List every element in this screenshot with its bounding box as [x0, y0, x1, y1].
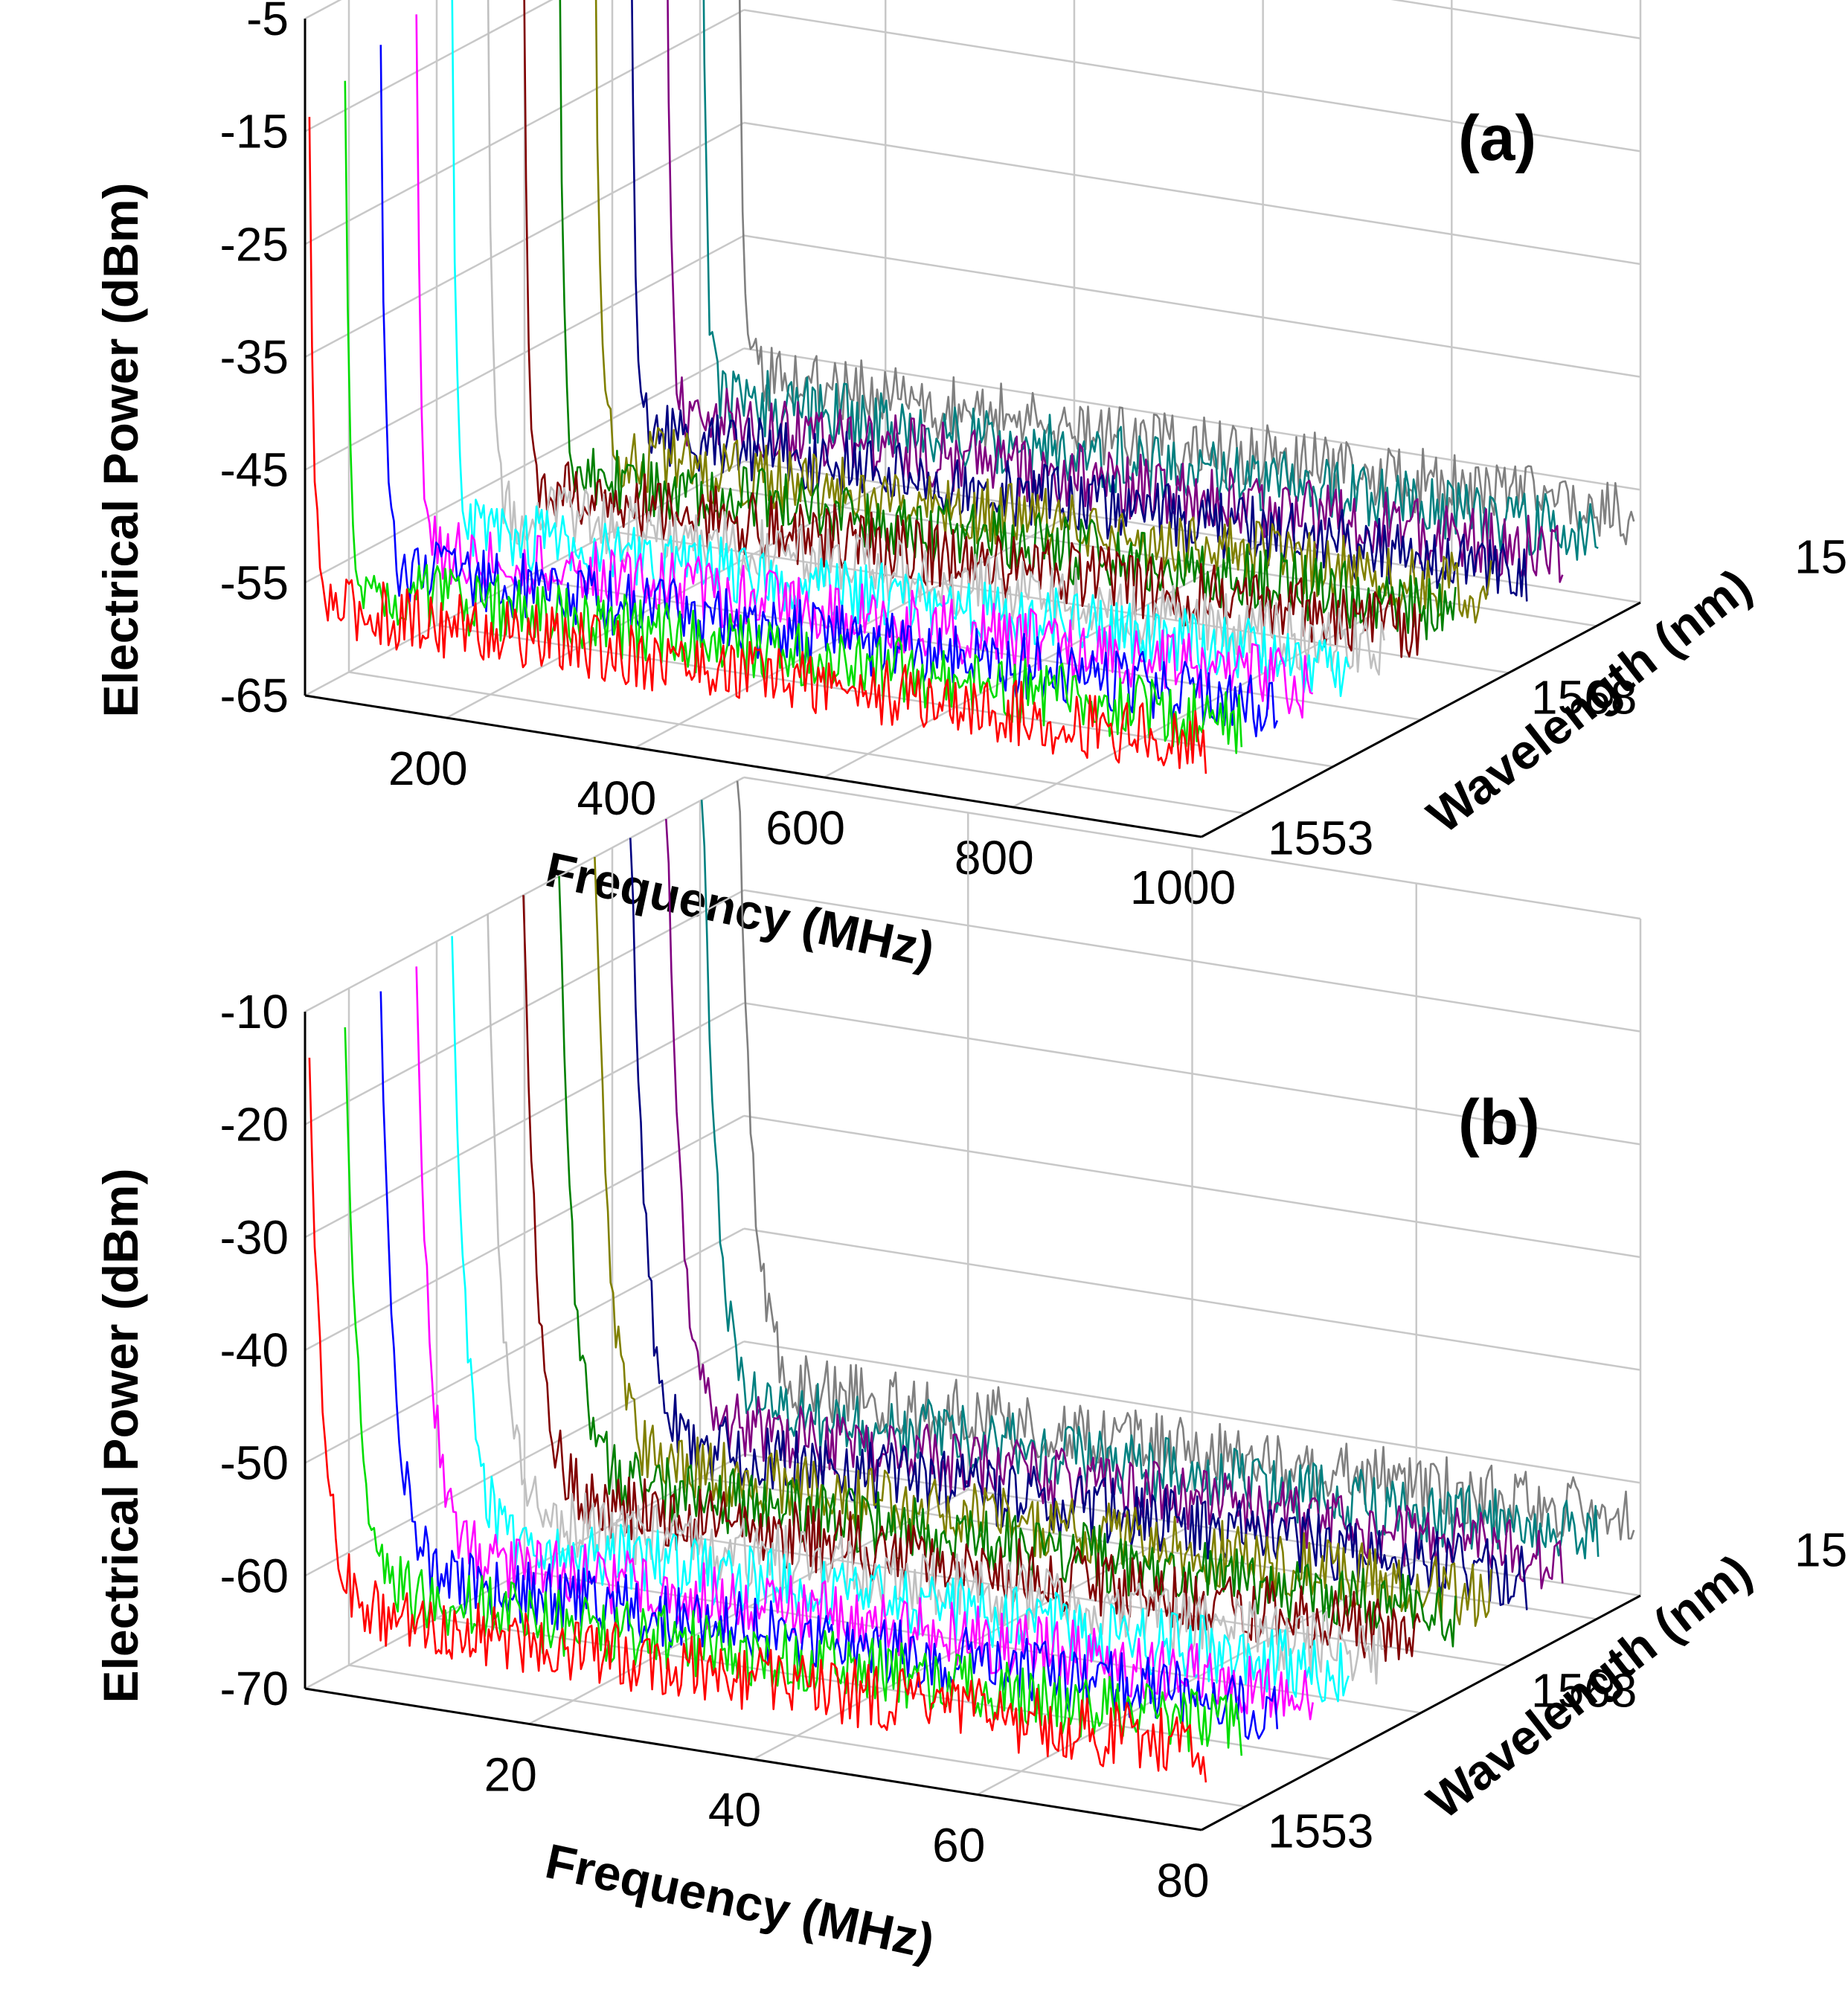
spectrum-trace — [738, 0, 1635, 546]
panel-b-xtick: 80 — [1156, 1854, 1209, 1907]
grid-line — [743, 234, 1641, 378]
grid-line — [348, 1664, 1246, 1808]
panel-a-label: (a) — [1458, 103, 1536, 174]
grid-line — [743, 347, 1641, 491]
panel-b-ztick: 1568 — [1531, 1664, 1637, 1718]
spectrum-trace — [415, 966, 1314, 1721]
spectrum-trace — [559, 0, 1457, 640]
spectrum-trace — [558, 876, 1457, 1648]
panel-a-ytick: -35 — [220, 330, 289, 384]
panel-a-ytick: -25 — [220, 217, 289, 271]
panel-a-chart: (a) -5 -15 -25 -35 -45 -55 -65 200 400 6… — [93, 0, 1848, 977]
spectrum-trace — [523, 0, 1421, 658]
panel-b-ytick: -10 — [220, 985, 289, 1038]
spectrum-trace — [487, 0, 1385, 676]
spectrum-trace — [415, 14, 1314, 719]
panel-a-ztick: 1568 — [1531, 671, 1637, 725]
panel-b-ztick: 1553 — [1268, 1805, 1373, 1858]
panel-a-xtick: 200 — [388, 742, 468, 795]
spectrum-trace — [700, 800, 1600, 1560]
spectrum-trace — [379, 45, 1279, 738]
panel-a-ytick: -65 — [220, 669, 289, 722]
grid-line — [743, 9, 1641, 152]
panel-b-xtick: 20 — [484, 1748, 537, 1802]
panel-a-traces — [308, 0, 1635, 774]
spectrum-trace — [308, 117, 1207, 774]
panel-b-xlabel: Frequency (MHz) — [541, 1833, 939, 1969]
panel-a-ytick: -45 — [220, 443, 289, 497]
spectrum-trace — [308, 1057, 1207, 1783]
panel-a-ylabel: Electrical Power (dBm) — [93, 183, 148, 718]
panel-b-ylabel: Electrical Power (dBm) — [93, 1169, 148, 1703]
panel-b-label: (b) — [1458, 1087, 1540, 1158]
axis-line — [1201, 1594, 1641, 1831]
panel-b-ytick: -70 — [220, 1662, 289, 1715]
grid-line — [348, 671, 1246, 815]
panel-b-ytick: -20 — [220, 1098, 289, 1152]
panel-b-ytick: -60 — [220, 1549, 289, 1602]
grid-line — [436, 624, 1334, 768]
grid-line — [699, 1477, 1597, 1620]
spectrum-trace — [594, 857, 1492, 1628]
panel-b-ytick: -50 — [220, 1436, 289, 1490]
panel-a-xtick: 1000 — [1130, 861, 1236, 914]
spectrum-trace — [487, 913, 1385, 1685]
panel-b-traces — [308, 780, 1635, 1783]
panel-b-xtick: 60 — [932, 1819, 985, 1872]
axis-line — [304, 1687, 1202, 1831]
panel-a-ytick: -15 — [220, 105, 289, 158]
spectrum-trace — [522, 895, 1421, 1663]
grid-line — [1390, 0, 1641, 39]
panel-b-chart: (b) -10 -20 -30 -40 -50 -60 -70 20 40 60… — [93, 776, 1848, 1969]
panel-b-ytick: -40 — [220, 1323, 289, 1377]
panel-a-xlabel: Frequency (MHz) — [541, 841, 939, 977]
panel-b-ytick: -30 — [220, 1210, 289, 1264]
panel-a-ytick: -55 — [220, 556, 289, 609]
panel-a-xtick: 800 — [955, 831, 1034, 884]
grid-line — [743, 121, 1641, 266]
grid-line — [524, 577, 1422, 721]
spectrum-trace — [631, 0, 1528, 602]
panel-a-xtick: 400 — [577, 771, 657, 825]
grid-line — [524, 1570, 1422, 1714]
panel-a-zlabel: Wavelength (nm) — [1417, 558, 1762, 844]
spectrum-trace — [451, 936, 1350, 1703]
spectrum-trace — [667, 0, 1564, 583]
spectrum-trace — [629, 838, 1528, 1611]
panel-a-ytick: -5 — [246, 0, 289, 45]
panel-b-ztick: 1583 — [1794, 1523, 1848, 1577]
panel-a-ztick: 1553 — [1268, 812, 1373, 865]
spectrum-trace — [451, 0, 1350, 698]
panel-a-ztick: 1583 — [1794, 530, 1848, 584]
panel-a-xtick: 600 — [766, 801, 845, 855]
axis-line — [1201, 601, 1641, 838]
axis-line — [304, 694, 1202, 838]
spectrum-trace — [344, 80, 1243, 754]
panel-b-xtick: 40 — [708, 1783, 761, 1837]
